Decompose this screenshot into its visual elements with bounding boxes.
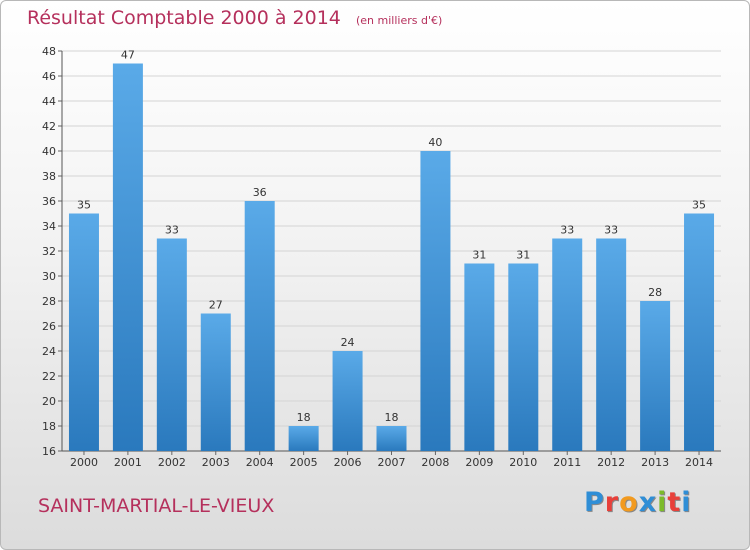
x-tick-label: 2013 [641,456,669,469]
bar [200,313,231,451]
bar [112,63,143,451]
logo-letter: o [619,487,639,518]
bar [552,238,583,451]
x-tick-label: 2007 [378,456,406,469]
x-tick-label: 2000 [70,456,98,469]
bar [684,213,715,451]
logo-letter: t [667,487,682,518]
x-tick-label: 2014 [685,456,713,469]
data-label: 31 [516,249,530,262]
bar [332,351,363,451]
logo-letter: i [681,487,692,518]
logo-letter: P [584,487,605,518]
data-label: 18 [385,411,399,424]
bar [596,238,627,451]
chart-subtitle: (en milliers d'€) [355,14,443,27]
x-tick-label: 2005 [290,456,318,469]
town-name: SAINT-MARTIAL-LE-VIEUX [38,495,275,517]
x-tick-label: 2011 [553,456,581,469]
bar [376,426,407,451]
bar [68,213,99,451]
y-tick-label: 32 [42,245,56,258]
bar [508,263,539,451]
x-tick-label: 2004 [246,456,274,469]
data-label: 24 [341,336,355,349]
y-tick-label: 44 [42,95,56,108]
proxiti-logo: Proxiti [584,487,692,518]
bar [288,426,319,451]
y-tick-label: 48 [42,45,56,58]
data-labels: 35 47 33 27 36 18 24 18 40 31 31 33 33 28 35 [77,49,706,425]
y-tick-label: 24 [42,345,56,358]
bar [420,151,451,451]
x-tick-label: 2012 [597,456,625,469]
data-label: 47 [121,49,135,62]
x-tick-label: 2003 [202,456,230,469]
logo-letter: i [657,487,668,518]
axes: 16 18 20 22 24 26 28 30 32 34 36 38 40 42 44 46 48 2000 20… [42,45,721,469]
bar [244,201,275,451]
y-tick-label: 40 [42,145,56,158]
logo-letter: r [604,487,620,518]
y-tick-label: 42 [42,120,56,133]
x-tick-label: 2010 [509,456,537,469]
bars [68,63,715,451]
y-tick-label: 22 [42,370,56,383]
y-tick-label: 30 [42,270,56,283]
data-label: 33 [560,224,574,237]
x-tick-label: 2001 [114,456,142,469]
data-label: 33 [165,224,179,237]
data-label: 35 [77,199,91,212]
y-tick-label: 28 [42,295,56,308]
chart-title: Résultat Comptable 2000 à 2014 [27,7,341,29]
data-label: 40 [428,136,442,149]
y-tick-label: 16 [42,445,56,458]
y-tick-label: 36 [42,195,56,208]
chart-title-block: Résultat Comptable 2000 à 2014 (en milli… [27,7,442,29]
data-label: 18 [297,411,311,424]
x-tick-label: 2002 [158,456,186,469]
data-label: 28 [648,286,662,299]
bar [464,263,495,451]
data-label: 31 [472,249,486,262]
bar [156,238,187,451]
y-tick-label: 20 [42,395,56,408]
x-tick-label: 2008 [421,456,449,469]
y-tick-label: 34 [42,220,56,233]
data-label: 27 [209,299,223,312]
data-label: 36 [253,186,267,199]
y-tick-label: 26 [42,320,56,333]
bar [640,301,671,451]
y-tick-label: 18 [42,420,56,433]
y-tick-label: 38 [42,170,56,183]
data-label: 35 [692,199,706,212]
logo-letter: x [638,487,658,518]
x-tick-label: 2006 [334,456,362,469]
data-label: 33 [604,224,618,237]
x-tick-label: 2009 [465,456,493,469]
y-tick-label: 46 [42,70,56,83]
